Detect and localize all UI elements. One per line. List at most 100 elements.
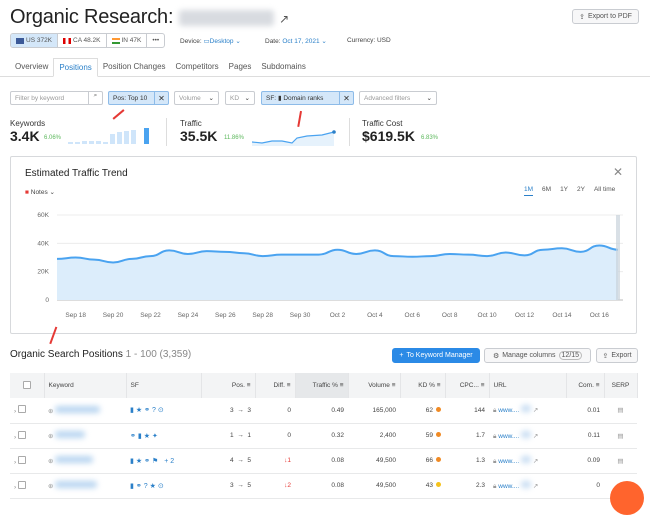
- tab-subdomains[interactable]: Subdomains: [261, 62, 306, 71]
- expand-chevron-icon[interactable]: ›: [14, 408, 17, 416]
- close-icon[interactable]: ✕: [339, 92, 353, 104]
- serp-icon[interactable]: ▤: [604, 448, 637, 474]
- external-link-icon[interactable]: ↗: [532, 407, 539, 415]
- trend-title: Estimated Traffic Trend: [25, 168, 128, 179]
- us-flag-icon: [16, 37, 24, 44]
- chat-widget-button[interactable]: [610, 481, 644, 515]
- notes-dropdown[interactable]: ■ Notes ⌄: [25, 189, 55, 196]
- col-cpc[interactable]: CPC... ≡: [445, 373, 490, 398]
- x-tick-label: Oct 4: [367, 312, 383, 319]
- pos-filter[interactable]: Pos: Top 10 ✕: [108, 91, 169, 105]
- serp-icon[interactable]: ▤: [604, 423, 637, 449]
- x-tick-label: Sep 18: [65, 312, 86, 319]
- volume-value: 165,000: [348, 398, 400, 424]
- tab-position-changes[interactable]: Position Changes: [102, 62, 166, 71]
- select-all-checkbox[interactable]: [22, 380, 31, 389]
- col-serp[interactable]: SERP: [604, 373, 638, 398]
- expand-chevron-icon[interactable]: ›: [14, 458, 17, 466]
- add-keyword-icon[interactable]: ⊕: [48, 433, 54, 440]
- db-in[interactable]: IN 47K: [107, 34, 148, 47]
- tab-competitors[interactable]: Competitors: [175, 62, 219, 71]
- keywords-change: 6.06%: [44, 135, 62, 141]
- row-checkbox[interactable]: [17, 405, 26, 414]
- external-link-icon[interactable]: ↗: [532, 432, 539, 440]
- range-1m[interactable]: 1M: [524, 186, 534, 196]
- desktop-icon: ▭: [203, 38, 210, 45]
- row-checkbox[interactable]: [17, 430, 26, 439]
- col-keyword[interactable]: Keyword: [44, 373, 127, 398]
- tab-positions[interactable]: Positions: [53, 58, 98, 77]
- export-button[interactable]: ⇪ Export: [596, 348, 638, 363]
- device-selector[interactable]: Device: ▭Desktop ⌄: [180, 38, 241, 45]
- url-link[interactable]: www....: [498, 482, 520, 490]
- range-2y[interactable]: 2Y: [577, 186, 585, 193]
- table-row: › ⊕ ▮★⚭⚑ +2 4 → 5 ↓1 0.08 49,500 66 1.3 …: [10, 448, 637, 474]
- more-databases-button[interactable]: •••: [152, 37, 160, 44]
- col-pos[interactable]: Pos. ≡: [201, 373, 256, 398]
- expand-chevron-icon[interactable]: ›: [14, 483, 17, 491]
- db-ca[interactable]: CA 48.2K: [58, 34, 107, 47]
- col-kd[interactable]: KD % ≡: [400, 373, 446, 398]
- db-us[interactable]: US 372K: [11, 34, 59, 47]
- x-tick-label: Sep 20: [103, 312, 124, 319]
- ca-flag-icon: [63, 37, 72, 44]
- col-sf[interactable]: SF: [126, 373, 202, 398]
- keyword-link-blurred[interactable]: [55, 405, 101, 413]
- cpc-value: 2.3: [445, 473, 489, 499]
- external-link-icon[interactable]: ↗: [532, 482, 539, 490]
- col-com[interactable]: Com. ≡: [566, 373, 605, 398]
- external-link-icon[interactable]: ↗: [279, 12, 289, 26]
- add-keyword-icon[interactable]: ⊕: [48, 407, 54, 415]
- date-selector[interactable]: Date: Oct 17, 2021 ⌄: [265, 38, 327, 45]
- keyword-link-blurred[interactable]: [55, 481, 98, 488]
- add-keyword-icon[interactable]: ⊕: [48, 458, 54, 465]
- sf-filter[interactable]: SF: ▮ Domain ranks ✕: [261, 91, 354, 105]
- keywords-label: Keywords: [10, 119, 46, 128]
- keyword-link-blurred[interactable]: [55, 456, 94, 463]
- url-link[interactable]: www....: [498, 432, 520, 440]
- keyword-filter-input[interactable]: Filter by keyword ⌕: [10, 91, 103, 105]
- kd-dot-icon: [436, 406, 441, 412]
- x-tick-label: Oct 8: [442, 312, 458, 319]
- diff-value: ↓2: [284, 482, 291, 489]
- url-link[interactable]: www....: [498, 457, 520, 465]
- col-url[interactable]: URL: [489, 373, 567, 398]
- traffic-label: Traffic: [180, 119, 202, 128]
- volume-value: 49,500: [348, 448, 400, 474]
- x-tick-label: Sep 24: [178, 312, 199, 319]
- range-6m[interactable]: 6M: [542, 186, 552, 193]
- x-tick-label: Sep 26: [215, 312, 236, 319]
- col-volume[interactable]: Volume ≡: [348, 373, 401, 398]
- range-1y[interactable]: 1Y: [560, 186, 569, 193]
- search-icon[interactable]: ⌕: [88, 92, 102, 104]
- tab-overview[interactable]: Overview: [15, 62, 49, 71]
- close-icon[interactable]: ✕: [613, 165, 624, 179]
- col-traffic[interactable]: Traffic % ≡: [295, 373, 349, 398]
- tab-pages[interactable]: Pages: [228, 62, 252, 71]
- manage-columns-button[interactable]: ⚙ Manage columns 12/15: [484, 348, 591, 363]
- volume-filter[interactable]: Volume ⌄: [174, 91, 219, 105]
- col-diff[interactable]: Diff. ≡: [255, 373, 296, 398]
- range-all-time[interactable]: All time: [593, 186, 616, 193]
- close-icon[interactable]: ✕: [154, 92, 168, 104]
- row-checkbox[interactable]: [17, 480, 26, 489]
- to-keyword-manager-button[interactable]: + To Keyword Manager: [392, 348, 480, 363]
- y-tick-label: 20K: [37, 269, 49, 276]
- keyword-link-blurred[interactable]: [55, 431, 86, 438]
- url-link[interactable]: www....: [498, 407, 520, 415]
- traffic-trend-card: Estimated Traffic Trend ✕ ■ Notes ⌄ 1M 6…: [10, 156, 637, 334]
- serp-features-icons: ▮⚭?★⊙: [130, 482, 166, 490]
- x-tick-label: Oct 10: [478, 312, 498, 319]
- advanced-filters[interactable]: Advanced filters ⌄: [359, 91, 437, 105]
- hover-cursor[interactable]: [616, 215, 620, 300]
- add-keyword-icon[interactable]: ⊕: [48, 483, 54, 490]
- y-tick-label: 60K: [37, 212, 49, 219]
- traffic-value: 0.32: [295, 423, 348, 449]
- expand-chevron-icon[interactable]: ›: [14, 433, 17, 441]
- serp-icon[interactable]: ▤: [604, 398, 637, 424]
- export-pdf-button[interactable]: ⇪ Export to PDF: [572, 9, 639, 24]
- row-checkbox[interactable]: [17, 455, 26, 464]
- x-tick-label: Oct 2: [330, 312, 346, 319]
- kd-filter[interactable]: KD ⌄: [225, 91, 255, 105]
- external-link-icon[interactable]: ↗: [532, 457, 539, 465]
